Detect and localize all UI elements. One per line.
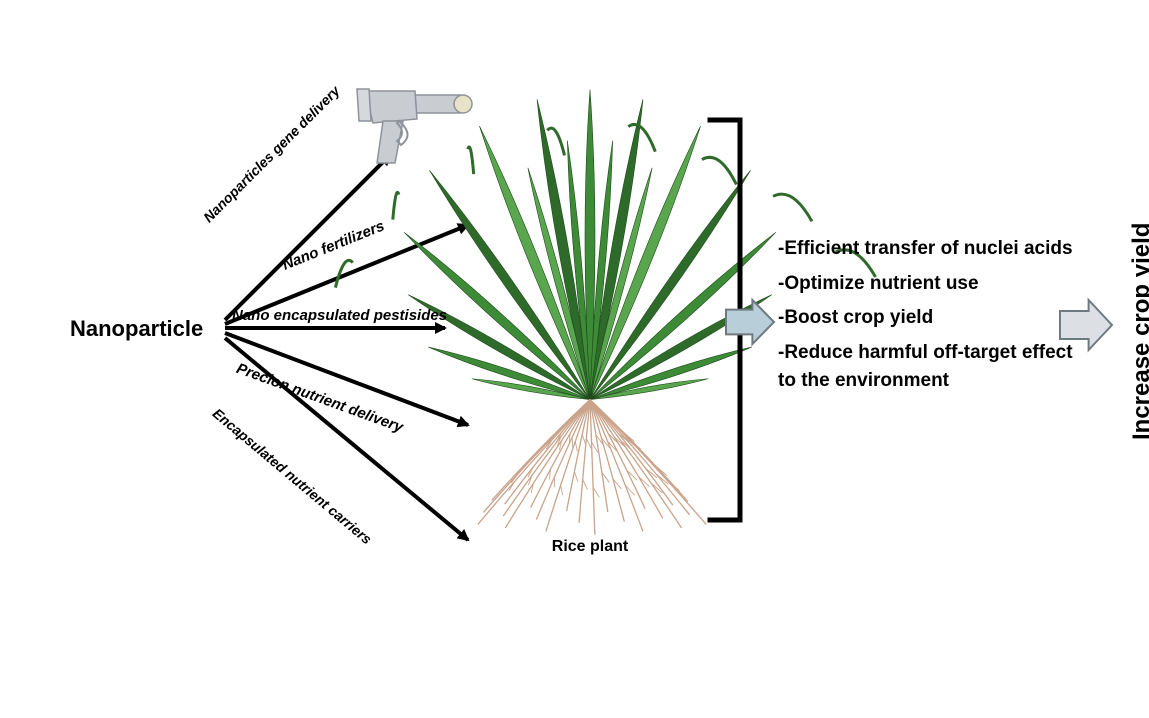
outcome-item: -Boost crop yield [778, 304, 1078, 333]
final-label: Increase crop yield [1128, 223, 1149, 440]
outcomes-list: -Efficient transfer of nuclei acids -Opti… [778, 235, 1078, 402]
plant-label: Rice plant [540, 538, 640, 556]
arrow-label: Nano encapsulated pestisides [232, 307, 447, 324]
outcome-item: -Optimize nutrient use [778, 270, 1078, 299]
diagram-canvas: Nanoparticle Nanoparticles gene delivery… [0, 0, 1149, 718]
gene-gun-icon [357, 89, 472, 163]
outcome-item: -Reduce harmful off-target effect to the… [778, 339, 1078, 396]
outcome-item: -Efficient transfer of nuclei acids [778, 235, 1078, 264]
